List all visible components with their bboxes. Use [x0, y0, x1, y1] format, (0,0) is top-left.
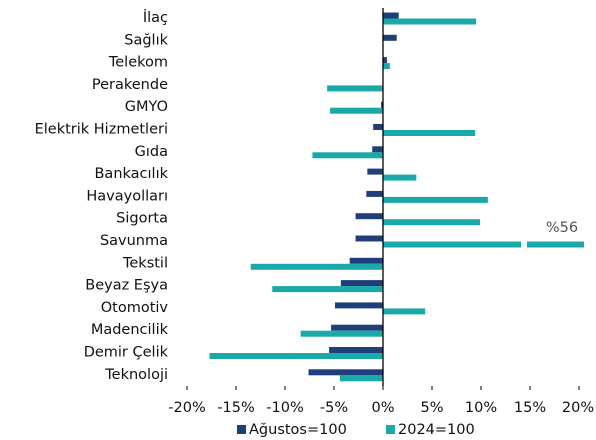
bar	[383, 34, 397, 41]
bar	[329, 347, 383, 353]
bar	[355, 213, 383, 220]
category-label: GMYO	[125, 99, 168, 115]
bar	[300, 330, 383, 337]
category-label: Sağlık	[124, 32, 168, 48]
x-tick-label: -10%	[266, 400, 303, 416]
x-tick-label: 15%	[514, 400, 546, 416]
bar	[366, 190, 383, 197]
bar	[334, 302, 383, 309]
legend-swatch	[237, 425, 246, 434]
plot-area	[209, 12, 584, 382]
bar	[340, 280, 383, 287]
category-label: Bankacılık	[94, 166, 168, 182]
x-tick-label: -5%	[320, 400, 348, 416]
category-label: Madencilik	[91, 322, 169, 338]
bar	[250, 263, 383, 270]
category-label: Havayolları	[86, 188, 168, 204]
bar	[383, 174, 417, 181]
data-label: %56	[546, 220, 578, 236]
x-tick-label: 5%	[420, 400, 443, 416]
bar	[373, 124, 383, 130]
x-tick-label: 0%	[371, 400, 394, 416]
bar	[383, 18, 477, 25]
bar	[331, 324, 383, 331]
category-label: Sigorta	[116, 211, 168, 227]
bar	[355, 235, 383, 242]
bar	[383, 241, 584, 248]
category-label: İlaç	[143, 8, 168, 26]
category-label: Telekom	[108, 55, 168, 71]
bar	[367, 168, 383, 175]
bar	[308, 369, 383, 376]
bar	[383, 57, 387, 64]
category-label: Tekstil	[122, 255, 168, 271]
bar	[383, 63, 390, 70]
x-tick-label: -15%	[217, 400, 254, 416]
bar	[383, 219, 481, 226]
x-tick-label: 20%	[562, 400, 594, 416]
bar	[383, 196, 488, 203]
category-label: Teknoloji	[104, 367, 168, 383]
bar	[339, 375, 383, 382]
bar	[330, 107, 383, 114]
category-label: Savunma	[100, 233, 168, 249]
legend-label: 2024=100	[398, 422, 475, 438]
category-label: Elektrik Hizmetleri	[35, 122, 168, 138]
bar	[272, 286, 383, 293]
bar	[312, 152, 383, 159]
bar	[383, 308, 426, 315]
legend-label: Ağustos=100	[249, 422, 347, 438]
bar	[209, 353, 383, 359]
bar	[383, 130, 476, 136]
bar	[381, 101, 383, 108]
category-label: Demir Çelik	[84, 345, 169, 361]
bar	[349, 257, 383, 264]
bar	[383, 12, 399, 19]
category-label: Beyaz Eşya	[85, 278, 168, 294]
legend-swatch	[386, 425, 395, 434]
bar	[372, 146, 383, 153]
x-tick-label: -20%	[168, 400, 205, 416]
bar	[327, 85, 383, 92]
category-label: Otomotiv	[101, 300, 169, 316]
category-label: Gıda	[135, 144, 168, 160]
x-tick-label: 10%	[465, 400, 497, 416]
category-label: Perakende	[92, 77, 168, 93]
